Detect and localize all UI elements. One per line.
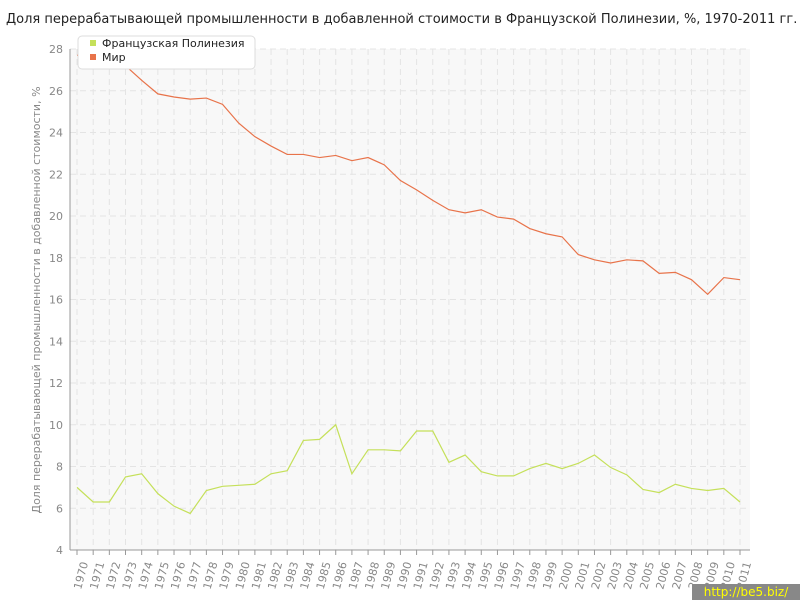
- y-tick-label: 18: [49, 252, 63, 265]
- y-tick-label: 6: [56, 502, 63, 515]
- y-tick-label: 26: [49, 85, 63, 98]
- series-line: [77, 54, 741, 296]
- y-tick-label: 24: [49, 127, 63, 140]
- watermark: http://be5.biz/: [704, 585, 789, 599]
- legend-swatch: [90, 54, 96, 60]
- y-tick-label: 10: [49, 419, 63, 432]
- legend-box: [77, 35, 256, 70]
- y-tick-label: 16: [49, 294, 63, 307]
- legend-swatch: [90, 40, 96, 46]
- y-tick-label: 22: [49, 168, 63, 181]
- legend-label: Французская Полинезия: [102, 37, 245, 50]
- y-tick-label: 8: [56, 461, 63, 474]
- chart-title: Доля перерабатывающей промышленности в д…: [6, 12, 797, 27]
- y-tick-label: 4: [56, 544, 63, 557]
- watermark-bg: [692, 584, 800, 600]
- y-tick-label: 28: [49, 43, 63, 56]
- y-axis-label: Доля перерабатывающей промышленности в д…: [30, 86, 43, 513]
- legend-label: Мир: [102, 51, 126, 64]
- series-line: [76, 423, 741, 515]
- y-tick-label: 14: [49, 335, 63, 348]
- y-tick-label: 12: [49, 377, 63, 390]
- y-tick-label: 20: [49, 210, 63, 223]
